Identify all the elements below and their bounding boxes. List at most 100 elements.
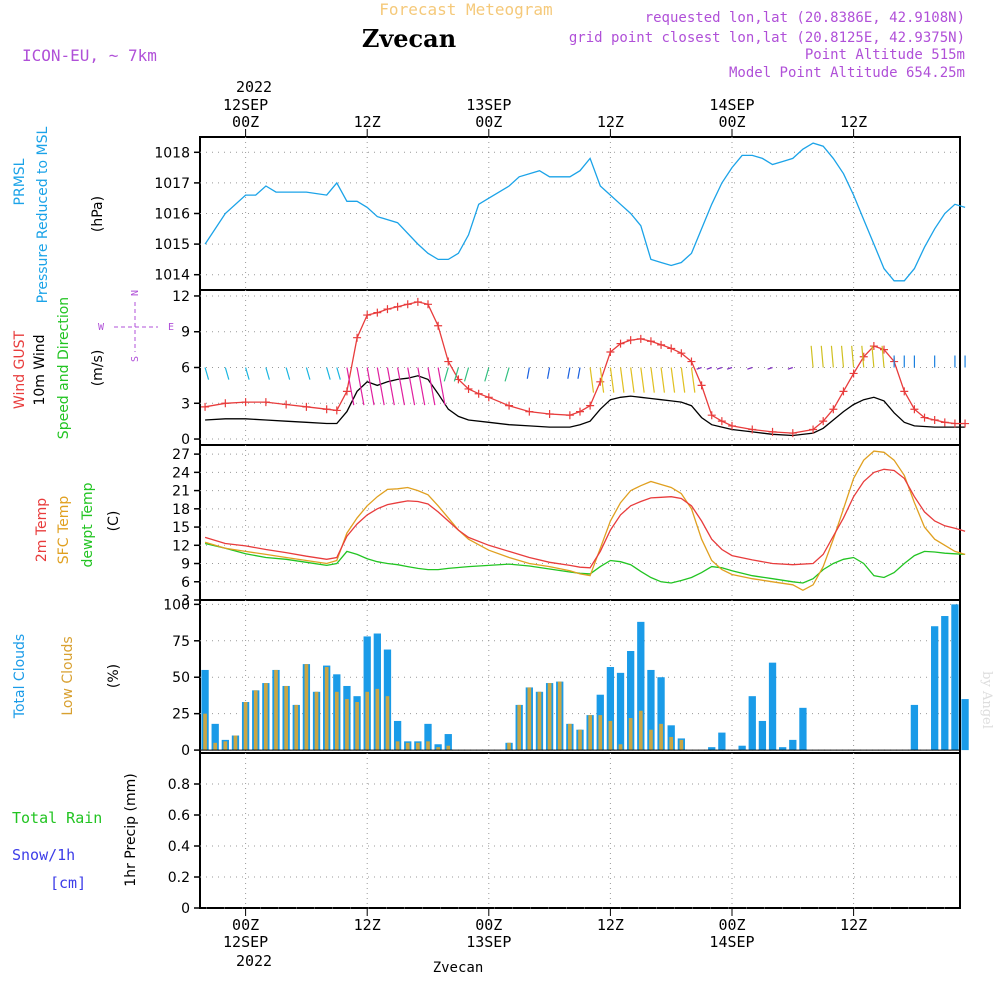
gust-marker [261, 398, 270, 407]
total-cloud-bar [748, 696, 756, 751]
wind-direction-arrow [504, 367, 510, 382]
wind-direction-arrow [265, 367, 270, 380]
wind-direction-arrow [881, 345, 885, 368]
total-cloud-bar [616, 672, 625, 751]
gust-marker [586, 401, 595, 410]
total-cloud-bar [779, 747, 787, 751]
total-cloud-bar [910, 704, 919, 751]
wind-10m-label: 10m Wind [32, 334, 48, 405]
wind-direction-arrow [830, 345, 834, 368]
low-cloud-bar [618, 744, 623, 751]
total-cloud-bar [201, 669, 209, 751]
ytick-label-pressure: 1014 [154, 268, 190, 284]
gust-marker [950, 419, 959, 428]
ytick-label-wind: 12 [172, 289, 190, 305]
wind-direction-arrow [861, 345, 865, 368]
low-cloud-bar [274, 669, 278, 751]
low-cloud-bar [324, 667, 329, 751]
series-sfc-temp-line [204, 450, 966, 592]
compass-east: E [168, 322, 174, 333]
gust-marker [657, 340, 666, 349]
low-cloud-bar [416, 742, 420, 751]
low-cloud-bar [203, 713, 207, 751]
ytick-label-temp: 18 [172, 502, 190, 518]
gust-marker [880, 345, 888, 354]
top-date-label: 12SEP [223, 96, 268, 114]
gust-marker [322, 405, 331, 414]
gust-marker [363, 311, 372, 320]
gust-marker [920, 413, 929, 422]
wind-direction-arrow [336, 367, 341, 380]
precip-snow-label: Snow/1h [12, 846, 75, 864]
wind-direction-arrow [851, 345, 855, 368]
ytick-label-precip: 0.2 [168, 870, 190, 886]
gust-marker [332, 406, 341, 415]
top-time-label: 12Z [597, 113, 624, 131]
clouds-low-label: Low Clouds [60, 636, 76, 715]
low-cloud-bar [243, 702, 248, 751]
temp-sfc-label: SFC Temp [56, 496, 72, 565]
wind-direction-arrow [840, 345, 845, 368]
temp-dewpt-label: dewpt Temp [80, 482, 96, 567]
panel-frames: 1014 1015 1016 1017 1018 0 3 6 9 12 3 6 9 12 15 18 21 24 2… [154, 129, 961, 917]
wind-unit: (m/s) [90, 350, 106, 387]
wind-direction-arrow [224, 367, 230, 380]
low-cloud-bar [507, 742, 511, 751]
gust-marker [930, 415, 939, 424]
low-cloud-bar [679, 739, 684, 751]
ytick-label-wind: 0 [181, 432, 190, 448]
low-cloud-bar [669, 736, 674, 751]
series-prmsl-line [204, 142, 966, 282]
ytick-label-temp: 6 [181, 575, 190, 591]
wind-direction-arrow [526, 367, 530, 379]
gust-marker [616, 339, 625, 348]
ytick-label-clouds: 100 [163, 597, 190, 613]
gust-marker [373, 308, 382, 317]
low-cloud-bar [446, 745, 451, 751]
total-cloud-bar [931, 626, 939, 751]
gust-marker [454, 375, 463, 384]
wind-direction-arrow [285, 367, 291, 380]
watermark: by Angel [979, 671, 994, 729]
wind-direction-arrow [245, 367, 250, 380]
total-cloud-bar [718, 732, 726, 751]
total-cloud-bar [647, 669, 655, 751]
total-cloud-bar [961, 699, 969, 751]
wind-direction-arrow [706, 366, 712, 370]
low-cloud-bar [223, 741, 228, 751]
wind-direction-arrow [599, 367, 605, 393]
ytick-label-temp: 15 [172, 520, 190, 536]
wind-direction-arrow [767, 366, 773, 370]
pressure-unit: (hPa) [90, 196, 106, 232]
total-cloud-bar [424, 723, 432, 751]
series-wind10m-line [205, 375, 966, 437]
data-layers [200, 142, 970, 751]
low-cloud-bar [598, 715, 603, 751]
gust-marker [342, 387, 351, 396]
gust-marker [717, 417, 726, 426]
top-time-label: 00Z [475, 113, 502, 131]
low-cloud-bar [588, 715, 592, 751]
bottom-year: 2022 [236, 952, 272, 970]
wind-direction-arrow [397, 367, 406, 406]
wind-direction-arrow [630, 367, 635, 393]
total-cloud-bar [708, 747, 716, 751]
top-time-label: 12Z [354, 113, 381, 131]
gust-marker [525, 407, 534, 416]
precip-cm-label: [cm] [50, 874, 86, 892]
total-cloud-bar [444, 734, 452, 751]
gust-marker [829, 405, 838, 414]
wind-direction-arrow [716, 366, 723, 370]
low-cloud-bar [527, 687, 532, 751]
clouds-unit: (%) [106, 664, 122, 688]
compass-north: N [130, 290, 141, 296]
series-2m-temp-line [204, 468, 966, 569]
gust-marker [707, 411, 716, 420]
wind-direction-arrow [484, 367, 490, 382]
ytick-label-temp: 9 [181, 557, 190, 573]
bottom-time-label: 12Z [840, 916, 867, 934]
wind-direction-arrow [820, 345, 824, 368]
wind-direction-arrow [443, 367, 449, 382]
